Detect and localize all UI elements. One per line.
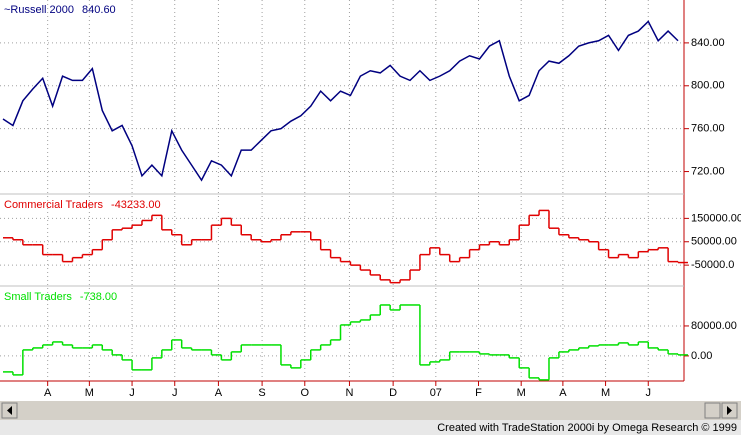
last-value: -738.00 [80,291,117,303]
arrow-icon [727,406,732,415]
x-tick-label: N [345,387,353,399]
x-tick-label: M [601,387,610,399]
x-tick-label: F [475,387,482,399]
footer: Created with TradeStation 2000i by Omega… [437,422,737,434]
y-tick-label: 800.00 [691,80,725,92]
x-tick-label: J [129,387,135,399]
x-tick-label: S [258,387,265,399]
price-line [2,20,679,182]
y-tick-label: 760.00 [691,123,725,135]
x-tick-label: O [300,387,309,399]
x-tick-label: M [85,387,94,399]
y-tick-label: 150000.00 [691,212,741,224]
y-tick-label: 0.00 [691,350,712,362]
last-value: -43233.00 [111,199,161,211]
y-tick-label: 50000.00 [691,236,737,248]
x-tick-label: A [215,387,223,399]
arrow-icon [7,406,12,415]
pane-title: Commercial Traders [4,199,104,211]
x-tick-label: M [517,387,526,399]
x-tick-label: A [44,387,52,399]
y-tick-label: -50000.0 [691,259,734,271]
pane-title: ~Russell 2000 [4,4,74,16]
x-tick-label: A [559,387,567,399]
y-tick-label: 840.00 [691,37,725,49]
scrollbar[interactable] [0,401,741,420]
y-tick-label: 720.00 [691,165,725,177]
x-tick-label: J [646,387,652,399]
x-tick-label: J [172,387,178,399]
x-tick-label: D [389,387,397,399]
x-tick-label: 07 [430,387,442,399]
pane-title: Small Traders [4,291,72,303]
footer-bar [0,420,741,435]
scroll-thumb[interactable] [704,402,721,419]
last-value: 840.60 [82,4,116,16]
y-tick-label: 80000.00 [691,320,737,332]
